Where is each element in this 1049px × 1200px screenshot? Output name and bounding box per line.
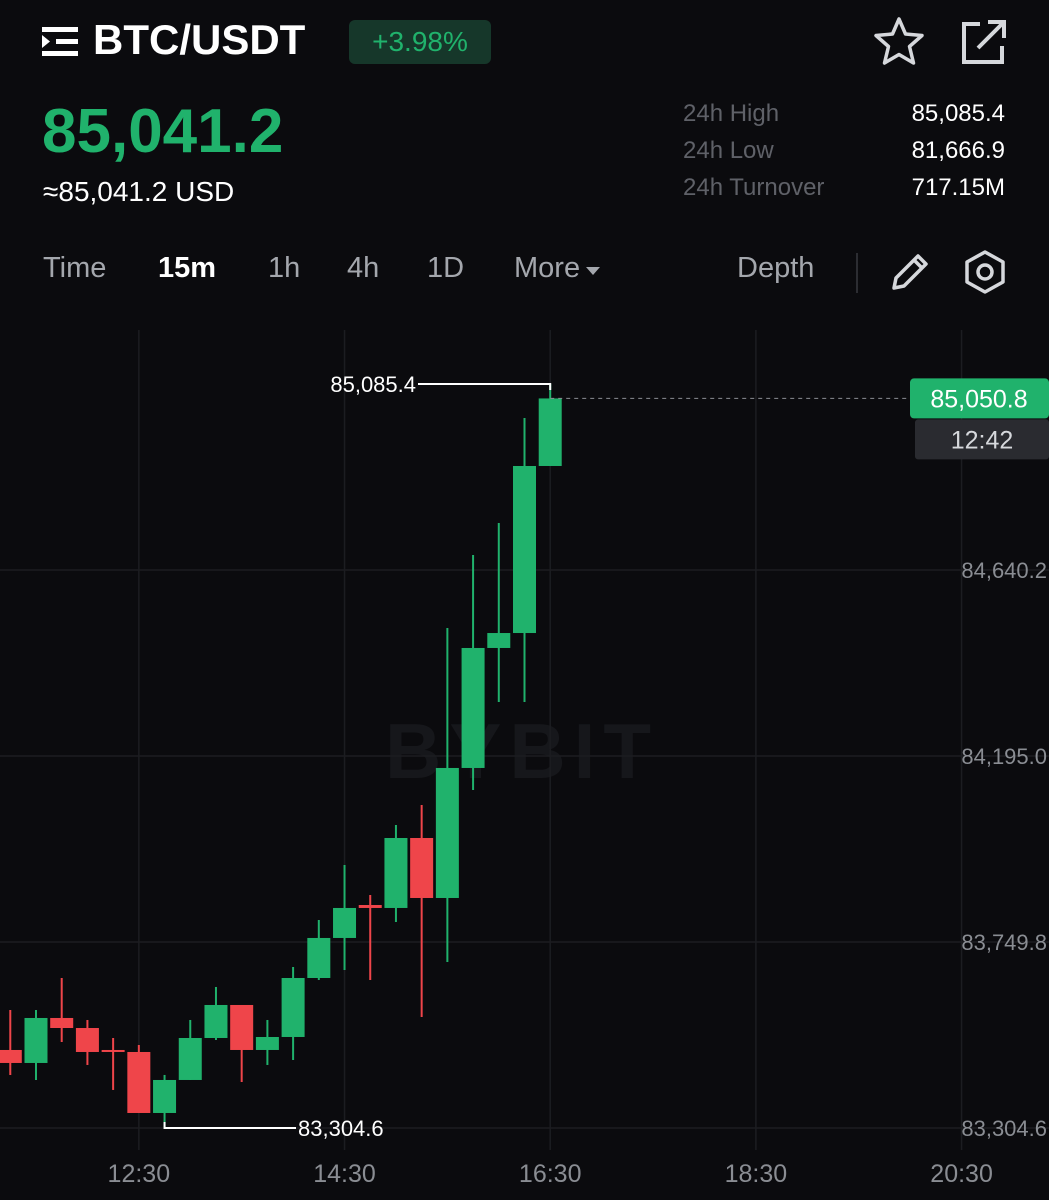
stat-value: 85,085.4 (911, 100, 1005, 127)
candle-body (0, 1049, 22, 1063)
annotation-label: 85,085.4 (330, 372, 416, 397)
draw-icon[interactable] (888, 250, 932, 294)
candle-body (255, 1036, 279, 1050)
stat-label: 24h High (683, 100, 780, 127)
menu-bar (42, 27, 78, 32)
x-tick-label: 12:30 (108, 1160, 171, 1188)
star (874, 17, 924, 65)
candle-body (435, 767, 459, 898)
annotation-line (418, 382, 552, 390)
x-tick-label: 16:30 (519, 1160, 582, 1188)
pair: BTC/USDT (93, 16, 306, 63)
y-tick-label: 84,640.2 (961, 558, 1047, 583)
hexagon (965, 250, 1005, 294)
x-tick-label: 18:30 (725, 1160, 788, 1188)
candle-body (178, 1037, 202, 1080)
candle-body (281, 977, 305, 1037)
candle-body (384, 837, 408, 908)
favorite-icon[interactable] (872, 16, 926, 66)
stat-value: 717.15M (911, 174, 1005, 201)
x-tick-label: 20:30 (930, 1160, 993, 1188)
menu-bar (42, 51, 78, 56)
timeframe-tab[interactable]: 15m (158, 252, 217, 284)
hub (976, 263, 994, 281)
menu-icon[interactable] (42, 27, 80, 57)
candle-body (153, 1079, 177, 1113)
timeframe-tab[interactable]: 1h (268, 252, 301, 284)
stat-value: 81,666.9 (911, 137, 1005, 164)
candle-body (101, 1049, 125, 1052)
last-price: 85,041.2 (42, 97, 284, 166)
change-badge: +3.98% (349, 20, 491, 64)
menu-arrow (42, 35, 50, 48)
watermark: BYBIT (385, 707, 659, 795)
divider (856, 253, 858, 293)
candle-body (307, 937, 331, 978)
candle-body (204, 1004, 228, 1038)
timeframe-tab[interactable]: More (514, 252, 601, 285)
candle-body (230, 1004, 254, 1050)
pencil (892, 254, 928, 290)
timeframe-tab[interactable]: Time (43, 252, 107, 284)
timeframe-tab[interactable]: 1D (427, 252, 465, 284)
annotation-line (163, 1121, 296, 1129)
annotation-label: 83,304.6 (298, 1116, 384, 1141)
candle-body (24, 1017, 48, 1063)
candle-body (487, 633, 511, 648)
share-arrow (976, 20, 1006, 50)
y-tick-label: 83,304.6 (961, 1116, 1047, 1141)
depth-tab[interactable]: Depth (737, 252, 815, 284)
stat-label: 24h Low (683, 137, 774, 164)
candle-body (513, 465, 536, 634)
y-tick-label: 84,195.0 (961, 744, 1047, 769)
timeframe-tab[interactable]: 4h (347, 252, 380, 284)
usd-price: ≈85,041.2 USD (43, 176, 235, 207)
candle-body (50, 1017, 74, 1029)
settings-icon[interactable] (962, 249, 1008, 295)
x-tick-label: 14:30 (313, 1160, 376, 1188)
candle-body (538, 398, 562, 466)
stat-label: 24h Turnover (683, 174, 825, 201)
candle-body (461, 647, 485, 768)
countdown-box (915, 419, 1049, 460)
menu-bar (56, 39, 78, 44)
last-price-box (910, 378, 1049, 419)
share-icon[interactable] (960, 18, 1010, 66)
candle-body (75, 1028, 99, 1052)
dropdown-caret (586, 267, 601, 275)
countdown-label: 12:42 (951, 426, 1014, 454)
share-box (962, 22, 1004, 64)
candle-body (358, 905, 382, 908)
candle-body (127, 1051, 151, 1113)
caret (586, 267, 601, 275)
y-tick-label: 83,749.8 (961, 930, 1047, 955)
candle-body (333, 907, 357, 938)
last-price-label: 85,050.8 (930, 385, 1027, 413)
candle-body (410, 837, 434, 898)
